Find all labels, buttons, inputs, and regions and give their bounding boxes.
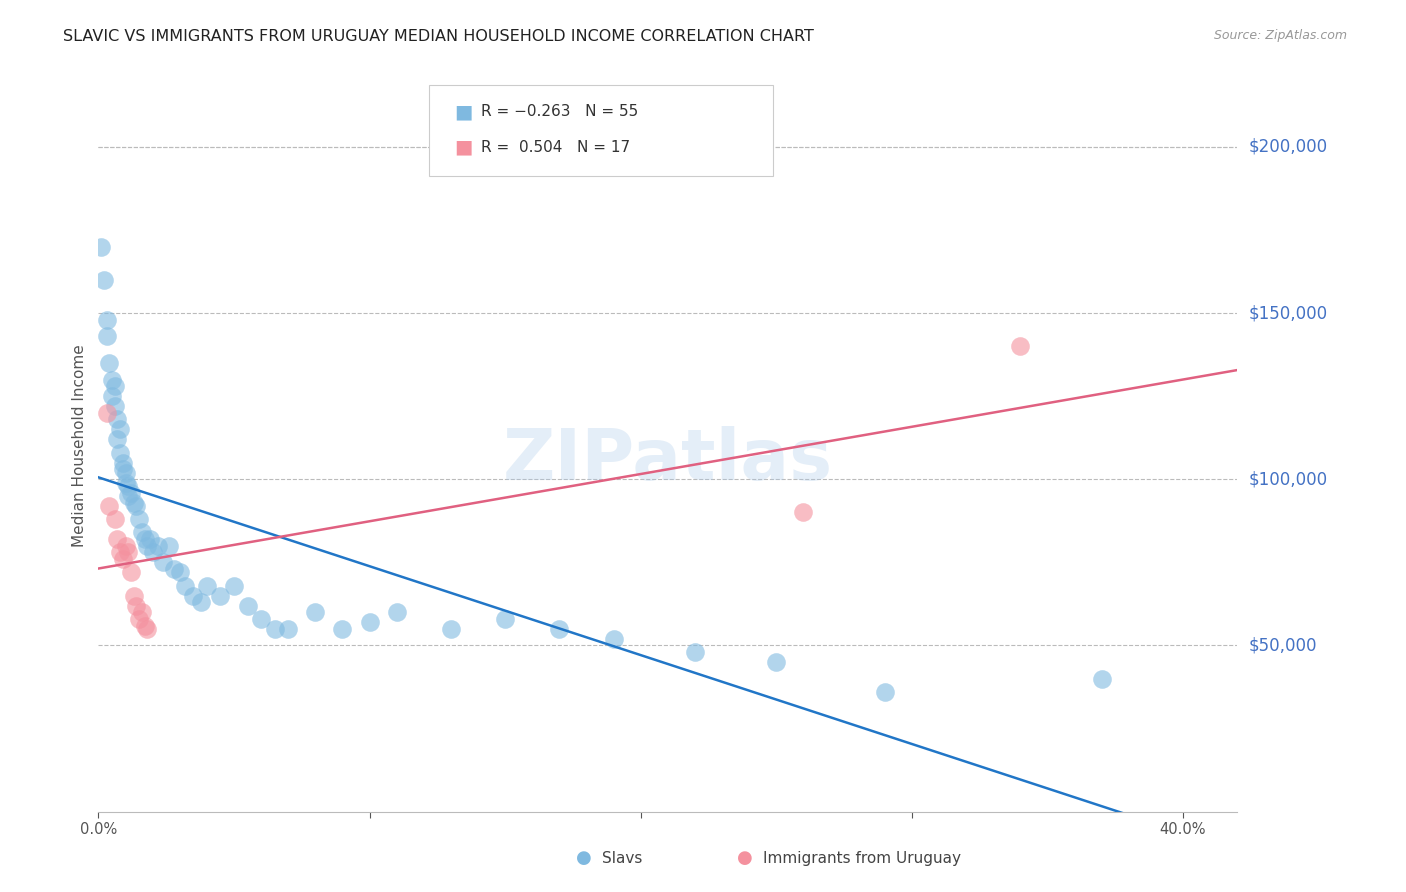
Text: $200,000: $200,000 (1249, 137, 1327, 156)
Point (111, 456, 134, 470)
Y-axis label: Median Household Income: Median Household Income (72, 344, 87, 548)
Point (108, 445, 131, 459)
Text: SLAVIC VS IMMIGRANTS FROM URUGUAY MEDIAN HOUSEHOLD INCOME CORRELATION CHART: SLAVIC VS IMMIGRANTS FROM URUGUAY MEDIAN… (63, 29, 814, 44)
Point (765, 655, 787, 669)
Point (190, 595, 212, 609)
Point (131, 525, 153, 540)
Point (104, 399, 127, 413)
Point (96, 329, 118, 343)
Point (332, 622, 354, 636)
Point (136, 539, 159, 553)
Text: ■: ■ (454, 137, 472, 157)
Point (125, 599, 148, 613)
Point (107, 532, 129, 546)
Point (117, 479, 139, 493)
Text: $100,000: $100,000 (1249, 470, 1327, 488)
Point (304, 605, 326, 619)
Point (142, 545, 165, 559)
Point (101, 389, 124, 403)
Point (146, 539, 169, 553)
Point (108, 422, 131, 436)
Point (183, 589, 205, 603)
Point (602, 632, 624, 646)
Point (195, 579, 218, 593)
Point (101, 372, 124, 386)
Point (494, 612, 516, 626)
Text: Immigrants from Uruguay: Immigrants from Uruguay (763, 851, 962, 865)
Text: $150,000: $150,000 (1249, 304, 1327, 322)
Point (263, 622, 285, 636)
Point (1091, 672, 1114, 686)
Point (169, 566, 191, 580)
Text: ●: ● (737, 849, 754, 867)
Text: R = −0.263   N = 55: R = −0.263 N = 55 (481, 104, 638, 119)
Point (157, 539, 180, 553)
Point (131, 605, 153, 619)
Point (108, 545, 131, 559)
Point (128, 612, 150, 626)
Point (792, 506, 814, 520)
Point (174, 579, 197, 593)
Point (111, 462, 134, 476)
Point (683, 645, 706, 659)
Point (163, 562, 186, 576)
Point (152, 555, 174, 569)
Point (96, 312, 118, 326)
Point (128, 512, 150, 526)
Point (222, 579, 245, 593)
Point (114, 475, 136, 490)
Point (90, 239, 112, 253)
Point (120, 485, 142, 500)
Point (96, 406, 118, 420)
Point (873, 685, 896, 699)
Point (209, 589, 232, 603)
Point (134, 532, 156, 546)
Point (104, 379, 127, 393)
Point (107, 412, 129, 426)
Text: Slavs: Slavs (602, 851, 643, 865)
Point (117, 545, 139, 559)
Text: $50,000: $50,000 (1249, 637, 1317, 655)
Point (120, 566, 142, 580)
Point (359, 615, 381, 630)
Point (122, 495, 145, 509)
Point (1010, 339, 1032, 353)
Text: Source: ZipAtlas.com: Source: ZipAtlas.com (1213, 29, 1347, 42)
Text: ●: ● (575, 849, 592, 867)
Point (104, 512, 127, 526)
Point (548, 622, 571, 636)
Text: R =  0.504   N = 17: R = 0.504 N = 17 (481, 140, 630, 154)
Point (125, 499, 148, 513)
Point (236, 599, 259, 613)
Point (98, 356, 121, 370)
Point (117, 489, 139, 503)
Point (111, 552, 134, 566)
Point (114, 466, 136, 480)
Text: ■: ■ (454, 102, 472, 121)
Point (440, 622, 463, 636)
Point (114, 539, 136, 553)
Point (136, 622, 159, 636)
Point (134, 618, 156, 632)
Point (385, 605, 408, 619)
Point (139, 532, 162, 546)
Point (122, 589, 145, 603)
Point (107, 433, 129, 447)
Point (277, 622, 299, 636)
Point (93, 273, 115, 287)
Point (250, 612, 273, 626)
Text: ZIPatlas: ZIPatlas (503, 426, 832, 495)
Point (98, 499, 121, 513)
